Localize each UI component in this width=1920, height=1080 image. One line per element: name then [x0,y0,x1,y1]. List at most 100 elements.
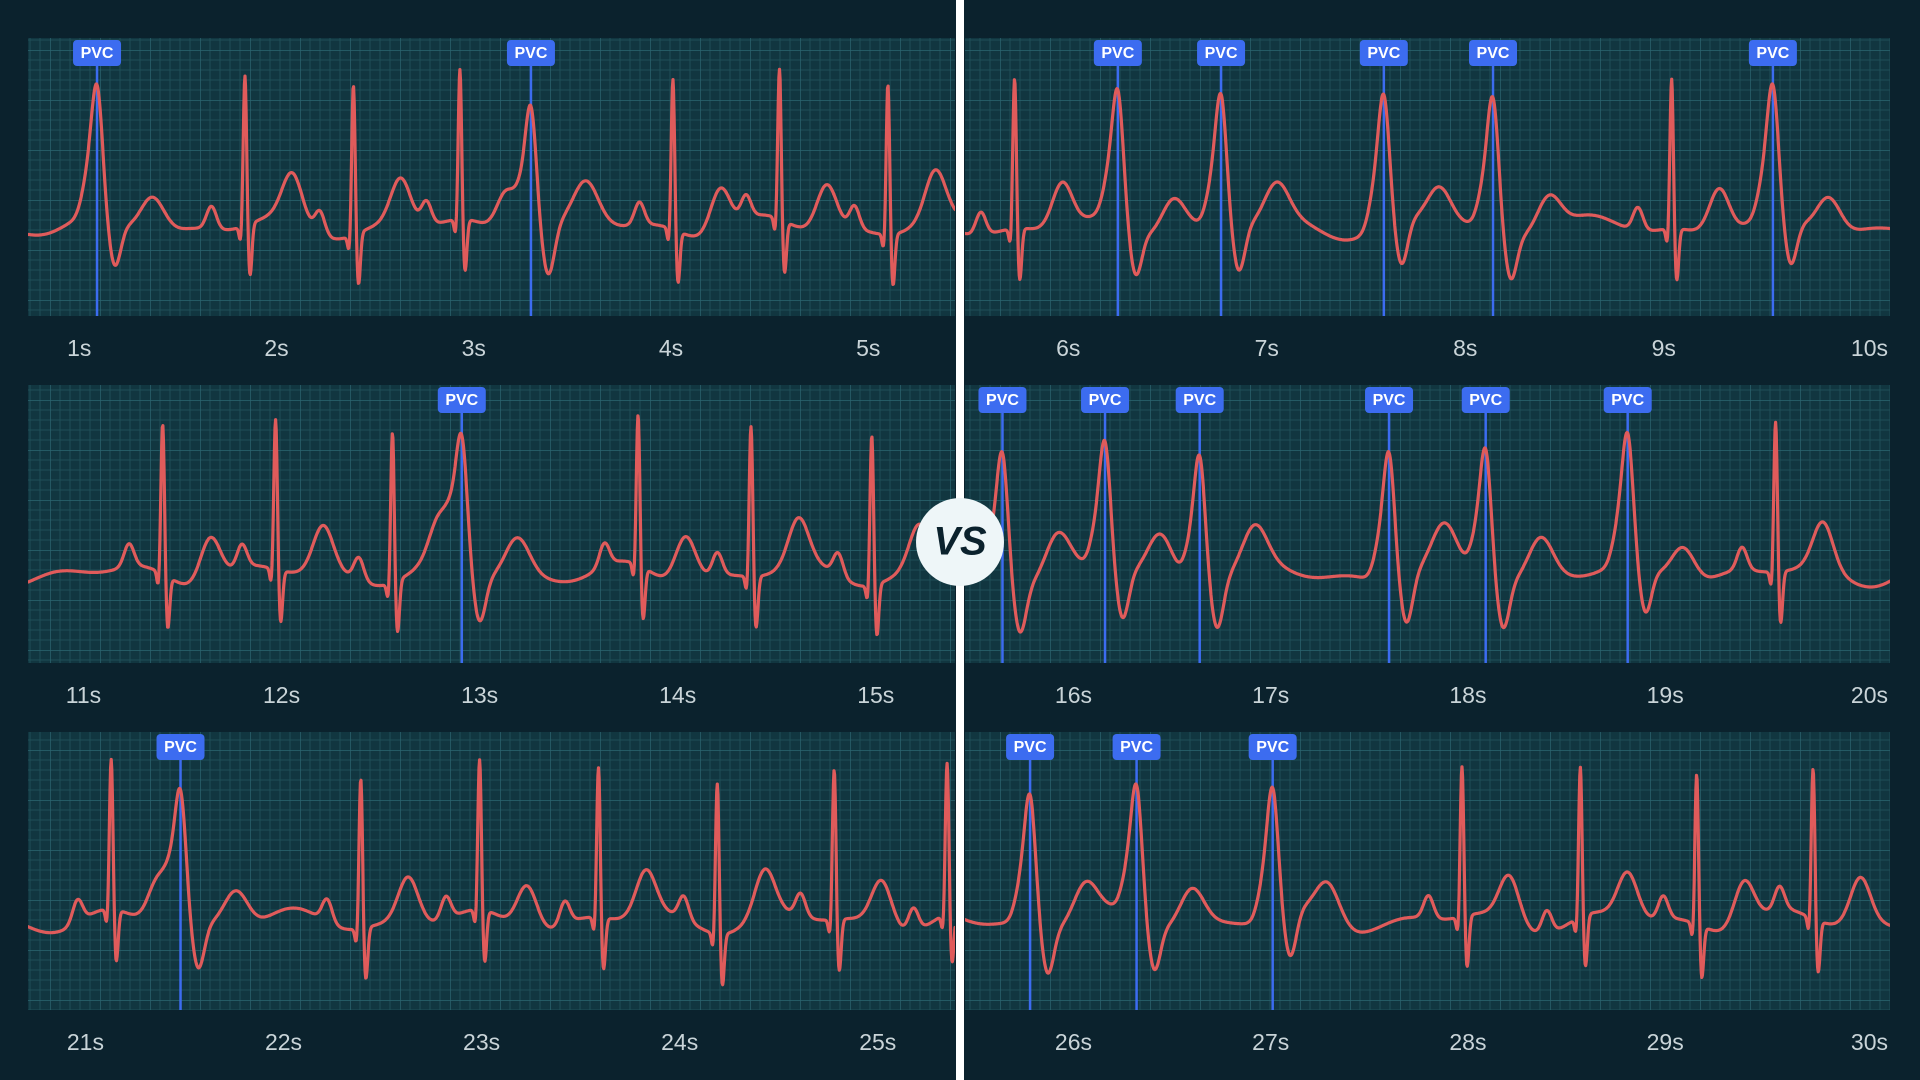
ecg-trace [28,67,955,286]
ecg-beat [269,778,422,980]
x-tick-label: 21s [67,1029,104,1055]
pvc-label: PVC [1120,739,1153,756]
ecg-beat [1292,450,1439,624]
ecg-trace [965,77,1890,282]
pvc-label: PVC [1477,45,1510,62]
pvc-badge [1359,40,1408,66]
ecg-panel: PVC PVC PVC PVC PVC 6s 7s 8s 9s 10s [965,38,1890,361]
ecg-beat [1720,82,1890,266]
pvc-label: PVC [1183,392,1216,409]
ecg-beat [1519,765,1641,968]
x-tick-label: 28s [1449,1029,1486,1055]
ecg-beat [965,792,1085,975]
ecg-beat [656,782,778,987]
ecg-beat [537,766,660,971]
x-tick-label: 27s [1252,1029,1289,1055]
x-tick-label: 5s [856,335,880,361]
ecg-panel: PVC PVC 1s 2s 3s 4s 5s [28,38,955,361]
x-tick-label: 18s [1449,682,1486,708]
pvc-label: PVC [1256,739,1289,756]
pvc-label: PVC [1611,392,1644,409]
x-tick-label: 26s [1055,1029,1092,1055]
x-tick-label: 30s [1851,1029,1888,1055]
ecg-beat [28,424,221,629]
ecg-beat [425,431,552,623]
ecg-beat [774,769,893,972]
ecg-beat [1365,765,1523,968]
x-tick-label: 11s [66,682,101,708]
pvc-badge [1175,387,1224,413]
ecg-trace [28,757,955,987]
ecg-beat [217,418,336,624]
pvc-badge [506,40,555,66]
pvc-label: PVC [514,45,547,62]
ecg-beat [1150,453,1296,629]
ecg-beat [169,74,301,277]
ecg-beat [1435,446,1559,630]
ecg-beat [600,78,728,284]
ecg-beat [1203,785,1369,958]
ecg-beat [965,78,1068,281]
x-tick-label: 6s [1056,335,1080,361]
x-tick-label: 2s [264,335,288,361]
pvc-badge [1093,40,1142,66]
ecg-trace [965,765,1890,979]
pvc-badge [1461,387,1510,413]
pvc-badge [1365,387,1414,413]
pvc-label: PVC [1373,392,1406,409]
x-tick-label: 24s [661,1029,698,1055]
x-tick-label: 23s [463,1029,500,1055]
ecg-beat [1580,77,1724,282]
pvc-badge [1748,40,1797,66]
x-tick-label: 13s [461,682,498,708]
panels: PVC PVC 1s 2s 3s 4s 5s PVC PVC PVC PVC PVC 6s 7s 8s 9s 1… [28,38,1890,1055]
ecg-trace [965,420,1890,634]
ecg-grid [965,732,1890,1010]
ecg-beat [418,758,541,963]
x-tick-label: 29s [1647,1029,1684,1055]
x-tick-label: 3s [462,335,486,361]
ecg-panel: PVC PVC PVC 26s 27s 28s 29s 30s [965,732,1890,1055]
ecg-panel: PVC 21s 22s 23s 24s 25s [28,732,955,1055]
vs-label: VS [933,520,987,564]
ecg-beat [1436,95,1584,281]
ecg-beat [1167,92,1304,272]
x-tick-label: 10s [1851,335,1888,361]
ecg-beat [144,786,273,970]
ecg-panel: PVC 11s 12s 13s 14s 15s [28,385,955,708]
x-tick-label: 8s [1453,335,1477,361]
ecg-beat [1300,92,1440,266]
pvc-label: PVC [1205,45,1238,62]
ecg-beat [692,425,813,629]
x-tick-label: 15s [857,682,894,708]
pvc-badge [1197,40,1246,66]
pvc-label: PVC [1101,45,1134,62]
ecg-beat [1636,773,1757,979]
ecg-grid [28,38,955,316]
x-tick-label: 22s [265,1029,302,1055]
pvc-badge [1603,387,1652,413]
pvc-badge [437,387,486,413]
ecg-beat [1700,420,1890,624]
ecg-beat [724,67,836,274]
ecg-beat [889,761,955,964]
pvc-label: PVC [1756,45,1789,62]
ecg-beat [28,757,148,963]
x-tick-label: 12s [263,682,300,708]
x-tick-label: 14s [659,682,696,708]
ecg-trace [28,414,955,637]
pvc-badge [1469,40,1518,66]
pvc-badge [1006,734,1055,760]
pvc-label: PVC [1014,739,1047,756]
ecg-beat [1064,87,1172,277]
pvc-badge [1248,734,1297,760]
pvc-badge [73,40,122,66]
x-tick-label: 25s [859,1029,896,1055]
pvc-label: PVC [1089,392,1122,409]
x-tick-label: 4s [659,335,683,361]
ecg-panel: PVC PVC PVC PVC PVC PVC 16s 17s 18s 19s 20s [965,385,1890,708]
ecg-grid [965,38,1890,316]
pvc-label: PVC [445,392,478,409]
